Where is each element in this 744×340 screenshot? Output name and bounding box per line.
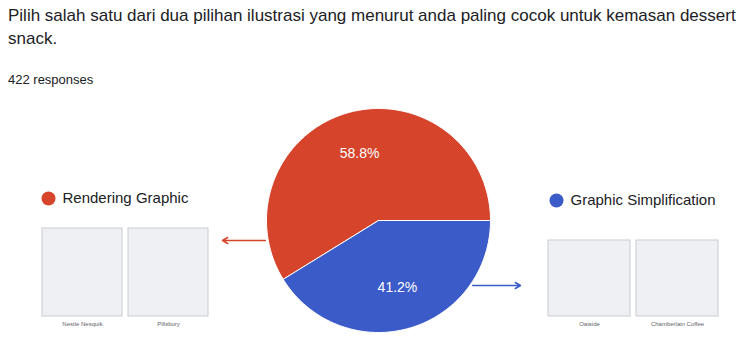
svg-text:Nestle Nesquik: Nestle Nesquik [62,321,103,327]
svg-text:Pillsbury: Pillsbury [157,321,180,327]
svg-text:Chamberlain Coffee: Chamberlain Coffee [651,321,705,327]
html-text:422 responses: 422 responses [8,72,94,87]
svg-text:Oatside: Oatside [579,321,600,327]
svg-text:41.2%: 41.2% [378,279,418,295]
svg-text:Rendering Graphic: Rendering Graphic [63,189,189,206]
svg-text:Graphic Simplification: Graphic Simplification [571,191,716,208]
html-text:Pilih salah satu dari dua pili: Pilih salah satu dari dua pilihan ilustr… [8,6,736,48]
svg-text:58.8%: 58.8% [340,145,380,161]
